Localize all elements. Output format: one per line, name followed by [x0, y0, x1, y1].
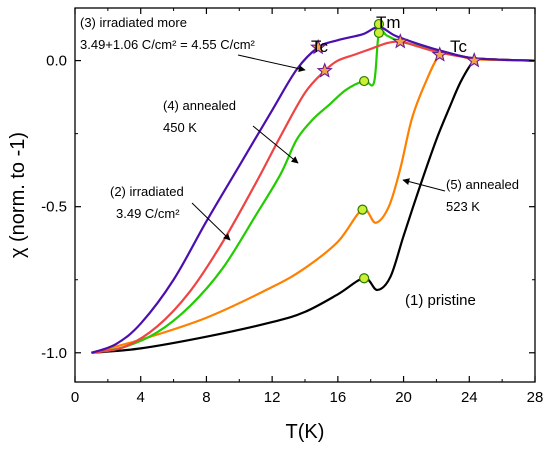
annotation-4-line1: (4) annealed	[163, 98, 236, 113]
annotation-3-line1: (3) irradiated more	[80, 15, 187, 30]
x-tick-label: 12	[264, 389, 281, 406]
annotation-2-line1: (2) irradiated	[110, 184, 184, 199]
y-tick-label: -0.5	[41, 199, 67, 216]
tm-circle-marker	[357, 204, 368, 215]
tc-right-label: Tc	[450, 37, 468, 56]
y-tick-label: 0.0	[46, 53, 67, 70]
arrow-label-3	[237, 54, 306, 73]
tick-layer: 0 4 8 12 16 20 24 28 -1.0 -0.5 0.0	[41, 8, 543, 406]
x-tick-label: 0	[71, 389, 79, 406]
series-line-irradiated-3.49	[91, 40, 536, 354]
x-tick-label: 28	[527, 389, 544, 406]
tm-label: Tm	[376, 13, 401, 32]
tc-star-marker	[431, 46, 448, 62]
arrow-label-5	[402, 178, 446, 192]
tc-left-label: Tc	[311, 37, 329, 56]
annotation-2-line2: 3.49 C/cm²	[116, 206, 180, 221]
tm-circle-marker	[373, 18, 385, 30]
y-axis-title: χ (norm. to -1)	[7, 132, 29, 258]
tm-circle-marker	[359, 273, 370, 284]
arrow-label-2	[191, 202, 231, 241]
annotation-5-line1: (5) annealed	[446, 177, 519, 192]
x-axis-title: T(K)	[286, 421, 325, 443]
x-tick-label: 16	[330, 389, 347, 406]
annotation-1: (1) pristine	[405, 292, 476, 309]
arrow-label-4	[252, 125, 299, 164]
tc-star-marker	[316, 62, 333, 78]
annotation-3-line2: 3.49+1.06 C/cm² = 4.55 C/cm²	[80, 37, 256, 52]
marker-layer	[310, 18, 483, 284]
x-tick-label: 24	[461, 389, 478, 406]
x-tick-label: 20	[395, 389, 412, 406]
annotation-5-line2: 523 K	[446, 199, 480, 214]
tc-star-marker	[466, 52, 483, 68]
tc-star-marker	[392, 33, 409, 49]
tm-circle-marker	[359, 75, 370, 87]
x-tick-label: 4	[137, 389, 145, 406]
annotation-4-line2: 450 K	[163, 120, 197, 135]
y-tick-label: -1.0	[41, 345, 67, 362]
x-tick-label: 8	[202, 389, 210, 406]
tc-star-marker	[310, 38, 327, 55]
